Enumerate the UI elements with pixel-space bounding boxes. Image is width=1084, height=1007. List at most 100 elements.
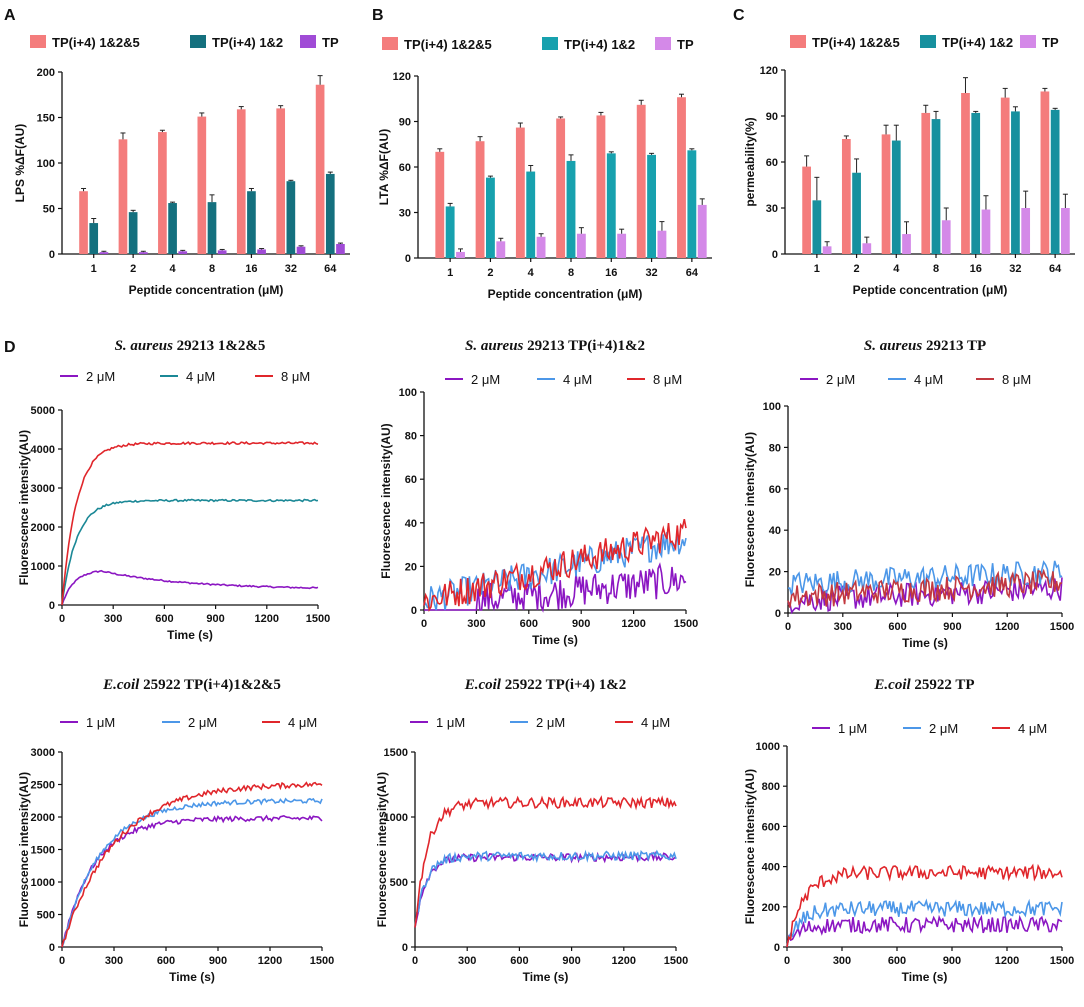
y-tick-label: 2000 <box>31 812 55 824</box>
y-tick-label: 400 <box>762 862 780 874</box>
x-tick-label: 300 <box>458 955 476 967</box>
bar-tpi4125 <box>841 139 851 254</box>
y-tick-label: 3000 <box>31 483 55 495</box>
chart-title-organism: E.coil <box>873 677 911 693</box>
y-tick-label: 3000 <box>31 747 55 759</box>
chart-title-detail: 29213 TP <box>922 338 986 354</box>
x-tick-label: 900 <box>206 613 224 625</box>
y-tick-label: 1500 <box>31 845 55 857</box>
chart-D3: 0 20 40 60 80 100 Fluorescence intensity(AU) 0 3… <box>743 338 1074 650</box>
legend-label: 2 μM <box>471 372 500 387</box>
legend-label: 2 μM <box>188 715 217 730</box>
bar-tpi412 <box>207 202 217 254</box>
x-tick-label: 1500 <box>310 955 334 967</box>
x-tick-label: 1500 <box>1050 621 1074 633</box>
y-tick-label: 100 <box>763 401 781 413</box>
series-line-1 <box>414 850 677 928</box>
chart-D2: 0 20 40 60 80 100 Fluorescence intensity(AU) 0 3… <box>379 338 698 647</box>
panel-letter-c: C <box>733 7 745 24</box>
bar-tpi4125 <box>881 134 891 254</box>
legend-swatch <box>655 37 671 50</box>
y-tick-label: 0 <box>775 608 781 620</box>
y-tick-label: 2000 <box>31 522 55 534</box>
y-tick-label: 0 <box>774 942 780 954</box>
x-axis-label: Peptide concentration (μM) <box>129 283 284 297</box>
bar-tpi4125 <box>636 104 646 258</box>
y-tick-label: 0 <box>772 249 778 261</box>
bar-tpi412 <box>1011 111 1020 255</box>
legend-label: 2 μM <box>536 715 565 730</box>
x-tick-label: 1500 <box>1050 955 1074 967</box>
y-tick-label: 100 <box>399 387 417 399</box>
bar-tpi412 <box>247 191 256 254</box>
series-line-2 <box>423 532 687 611</box>
y-axis-label: Fluorescence intensity(AU) <box>17 430 31 585</box>
x-tick-label: 32 <box>285 263 297 275</box>
y-tick-label: 0 <box>411 605 417 617</box>
bar-tpi412 <box>526 171 536 258</box>
x-tick-label: 1200 <box>255 613 279 625</box>
x-tick-label: 32 <box>645 267 657 279</box>
y-tick-label: 30 <box>399 208 411 220</box>
x-tick-label: 0 <box>785 621 791 633</box>
bar-tpi4125 <box>315 84 325 255</box>
bar-tp <box>697 204 707 258</box>
x-tick-label: 900 <box>943 621 961 633</box>
legend-label: 8 μM <box>281 369 310 384</box>
bar-tp <box>217 250 227 254</box>
y-tick-label: 60 <box>399 162 411 174</box>
bar-tpi4125 <box>435 151 445 258</box>
x-tick-label: 4 <box>893 263 900 275</box>
chart-C: 0 30 60 90 120 permeability(%) 1 2 4 8 16 32 64 Pepti… <box>743 35 1075 297</box>
y-tick-label: 500 <box>37 910 55 922</box>
x-tick-label: 8 <box>568 267 574 279</box>
bar-tp <box>981 209 991 254</box>
bar-tp <box>617 233 627 258</box>
series-line-3 <box>414 795 677 928</box>
y-tick-label: 0 <box>49 600 55 612</box>
x-axis-label: Time (s) <box>523 970 569 984</box>
series-line-1 <box>787 577 1063 615</box>
x-tick-label: 600 <box>157 955 175 967</box>
bar-tpi4125 <box>556 118 566 258</box>
series-line-1 <box>61 814 323 948</box>
y-tick-label: 600 <box>762 821 780 833</box>
bar-tpi4125 <box>276 108 286 255</box>
legend-label: 1 μM <box>436 715 465 730</box>
chart-title: E.coil 25922 TP <box>873 677 974 693</box>
chart-A: 0 50 100 150 200 LPS %ΔF(AU) 1 2 4 8 16 32 64 Peptide… <box>13 35 350 297</box>
x-tick-label: 0 <box>784 955 790 967</box>
y-tick-label: 80 <box>769 442 781 454</box>
chart-title-organism: E.coil <box>102 677 140 693</box>
bar-tpi412 <box>852 172 861 254</box>
x-tick-label: 600 <box>520 618 538 630</box>
x-axis-label: Time (s) <box>169 970 215 984</box>
legend-swatch <box>920 35 936 48</box>
bar-tpi4125 <box>118 139 128 254</box>
legend-label: 4 μM <box>1018 721 1047 736</box>
y-tick-label: 60 <box>766 157 778 169</box>
x-tick-label: 900 <box>209 955 227 967</box>
x-tick-label: 300 <box>833 955 851 967</box>
x-tick-label: 1200 <box>612 955 636 967</box>
legend-label: 4 μM <box>641 715 670 730</box>
bar-tp <box>1021 208 1031 254</box>
y-axis-label: LPS %ΔF(AU) <box>13 124 27 203</box>
legend-label: TP <box>1042 35 1059 50</box>
y-tick-label: 120 <box>393 71 411 83</box>
chart-title-organism: S. aureus <box>115 338 174 354</box>
chart-title: E.coil 25922 TP(i+4)1&2&5 <box>102 677 281 693</box>
series-line-3 <box>786 863 1063 948</box>
bar-tp <box>257 249 266 254</box>
x-axis-label: Peptide concentration (μM) <box>853 283 1008 297</box>
x-tick-label: 16 <box>605 267 617 279</box>
x-tick-label: 1200 <box>258 955 282 967</box>
x-tick-label: 1 <box>814 263 820 275</box>
y-tick-label: 0 <box>49 249 55 261</box>
y-tick-label: 40 <box>405 518 417 530</box>
x-tick-label: 900 <box>562 955 580 967</box>
series-line-3 <box>787 568 1063 608</box>
bar-tpi4125 <box>961 93 970 254</box>
